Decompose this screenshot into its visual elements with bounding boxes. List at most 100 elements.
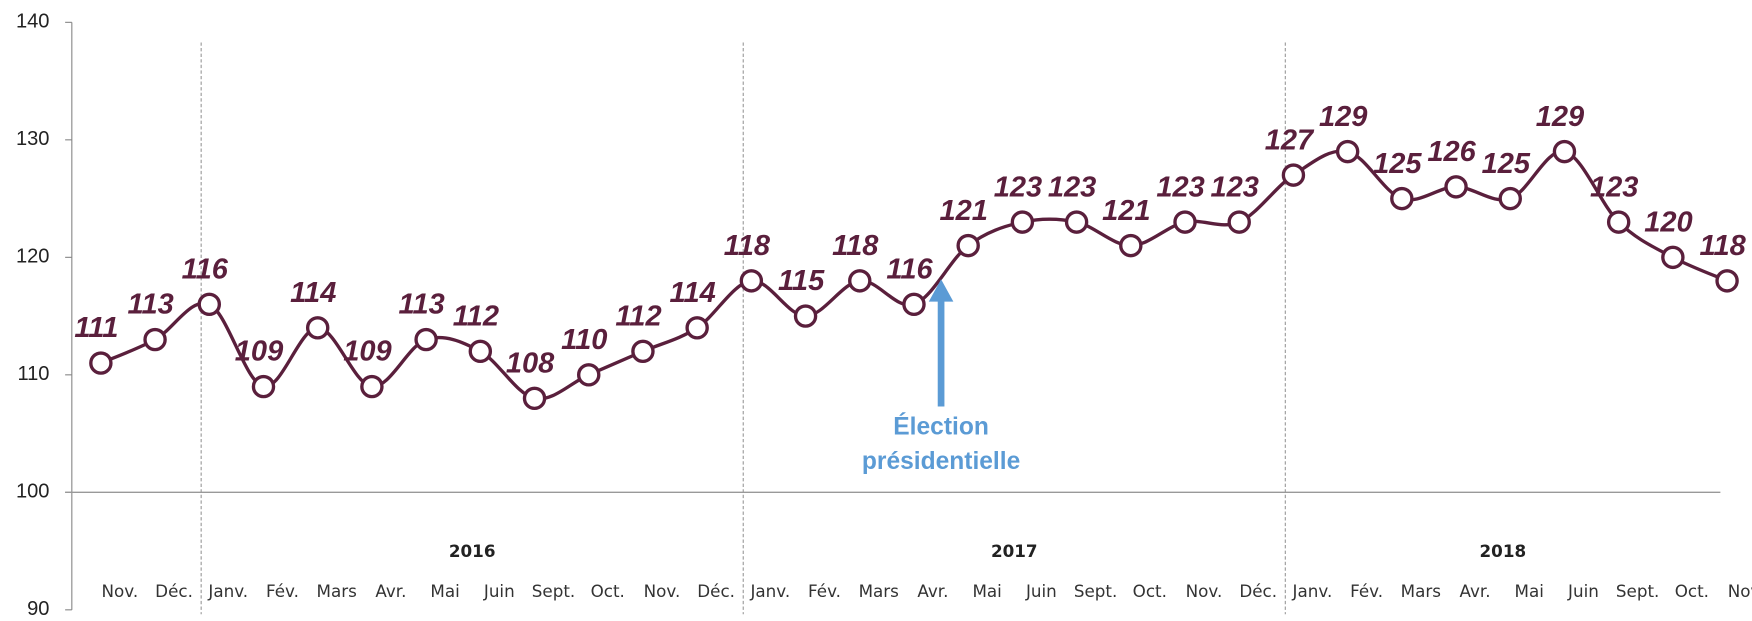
value-label: 121 [1102, 195, 1150, 227]
point [468, 339, 493, 364]
value-label: 116 [886, 253, 933, 285]
value-label: 123 [1590, 171, 1638, 203]
x-tick-label: Sept. [1074, 581, 1117, 601]
y-tick-label: 130 [16, 128, 50, 150]
value-label: 113 [127, 289, 173, 321]
value-label: 126 [1427, 136, 1476, 168]
y-tick-label: 100 [16, 481, 50, 503]
x-tick-label: Avr. [1459, 581, 1490, 601]
y-tick-label: 90 [27, 598, 49, 620]
point [360, 374, 384, 399]
x-tick-label: Sept. [1616, 581, 1659, 601]
value-label: 118 [832, 230, 879, 262]
y-tick-label: 140 [16, 11, 50, 33]
y-tick-label: 110 [17, 363, 49, 385]
point [1173, 210, 1197, 234]
x-tick-label: Nov. [1186, 581, 1223, 601]
value-label: 108 [506, 347, 555, 379]
x-tick-label: Janv. [749, 581, 790, 601]
point [1390, 186, 1414, 211]
annotation-arrowhead [928, 279, 954, 302]
x-tick-label: Déc. [697, 581, 735, 601]
x-tick-label: Mars [859, 581, 899, 601]
point [1064, 210, 1089, 234]
x-tick-label: Mai [972, 581, 1001, 601]
x-tick-label: Mars [1401, 581, 1441, 601]
annotation-text: présidentielle [862, 448, 1020, 475]
x-tick-label: Nov. [101, 581, 138, 601]
group-label: 2016 [449, 541, 496, 561]
x-tick-label: Juin [1025, 581, 1057, 601]
x-tick-label: Nov. [644, 581, 681, 601]
value-label: 118 [1699, 230, 1746, 262]
point [793, 304, 818, 328]
value-label: 109 [343, 336, 392, 368]
point [414, 327, 438, 352]
x-tick-label: Avr. [375, 581, 406, 601]
value-label: 113 [399, 289, 445, 321]
x-tick-label: Oct. [1675, 581, 1709, 601]
value-label: 125 [1482, 148, 1531, 180]
x-tick-label: Janv. [1292, 581, 1333, 601]
x-tick-label: Déc. [1239, 581, 1277, 601]
y-tick-label: 120 [16, 246, 50, 268]
point [956, 233, 980, 258]
value-label: 123 [1156, 171, 1204, 203]
x-tick-label: Mars [317, 581, 357, 601]
x-tick-label: Oct. [1133, 581, 1167, 601]
value-label: 129 [1319, 101, 1368, 133]
x-tick-label: Fév. [266, 581, 299, 601]
value-label: 111 [74, 312, 118, 344]
x-tick-label: Mai [430, 581, 459, 601]
point [631, 339, 655, 364]
point [1498, 186, 1522, 211]
value-label: 109 [235, 336, 284, 368]
x-tick-label: Juin [483, 581, 515, 601]
point [1552, 139, 1577, 164]
value-label: 118 [724, 230, 771, 262]
point [1010, 210, 1035, 234]
value-label: 129 [1536, 101, 1585, 133]
value-label: 123 [994, 171, 1042, 203]
value-label: 120 [1644, 206, 1692, 238]
point [1661, 245, 1685, 270]
x-tick-label: Mai [1515, 581, 1544, 601]
value-label: 123 [1211, 171, 1259, 203]
x-tick-label: Janv. [207, 581, 248, 601]
value-label: 112 [615, 300, 661, 332]
value-label: 125 [1373, 148, 1422, 180]
point [1281, 163, 1306, 187]
point [848, 269, 872, 293]
point [89, 351, 113, 375]
point [902, 292, 926, 317]
x-tick-label: Fév. [808, 581, 841, 601]
point [685, 316, 709, 340]
point [305, 316, 330, 340]
value-label: 116 [182, 253, 229, 285]
group-label: 2018 [1480, 541, 1527, 561]
point [1119, 233, 1143, 258]
point [1715, 269, 1739, 293]
group-label: 2017 [991, 541, 1038, 561]
value-label: 123 [1048, 171, 1096, 203]
x-tick-label: Sept. [532, 581, 575, 601]
x-tick-label: Fév. [1350, 581, 1383, 601]
point [1335, 139, 1360, 164]
annotation-text: Élection [893, 412, 989, 440]
point [143, 327, 167, 352]
point [739, 269, 764, 293]
x-tick-label: Déc. [155, 581, 193, 601]
x-tick-label: Juin [1567, 581, 1599, 601]
value-label: 121 [940, 195, 988, 227]
point [251, 374, 276, 399]
value-label: 112 [453, 300, 499, 332]
x-tick-label: Oct. [591, 581, 625, 601]
point [522, 386, 547, 411]
value-label: 127 [1265, 124, 1315, 156]
value-label: 114 [290, 277, 336, 309]
value-label: 115 [778, 265, 825, 297]
x-tick-label: Avr. [917, 581, 948, 601]
point [1444, 175, 1468, 199]
point [1227, 210, 1251, 234]
